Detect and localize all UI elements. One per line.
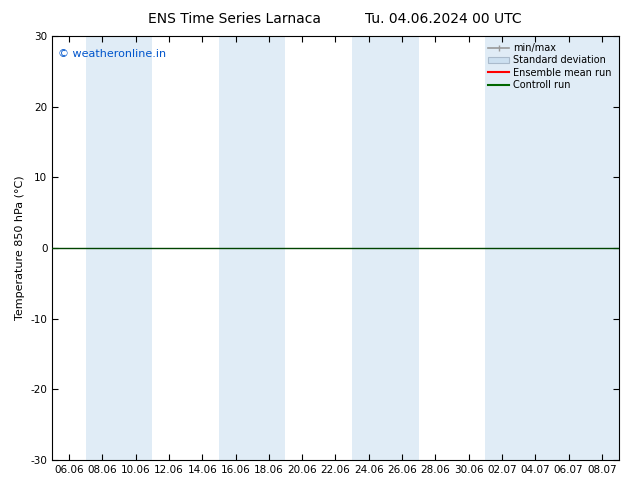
Bar xyxy=(486,36,519,460)
Y-axis label: Temperature 850 hPa (°C): Temperature 850 hPa (°C) xyxy=(15,176,25,320)
Bar xyxy=(519,36,552,460)
Text: Tu. 04.06.2024 00 UTC: Tu. 04.06.2024 00 UTC xyxy=(365,12,522,26)
Legend: min/max, Standard deviation, Ensemble mean run, Controll run: min/max, Standard deviation, Ensemble me… xyxy=(486,41,614,92)
Bar xyxy=(252,36,285,460)
Bar xyxy=(219,36,252,460)
Bar xyxy=(585,36,619,460)
Bar xyxy=(552,36,585,460)
Bar xyxy=(352,36,385,460)
Text: ENS Time Series Larnaca: ENS Time Series Larnaca xyxy=(148,12,321,26)
Bar xyxy=(385,36,418,460)
Text: © weatheronline.in: © weatheronline.in xyxy=(58,49,166,59)
Bar xyxy=(86,36,119,460)
Bar xyxy=(119,36,152,460)
